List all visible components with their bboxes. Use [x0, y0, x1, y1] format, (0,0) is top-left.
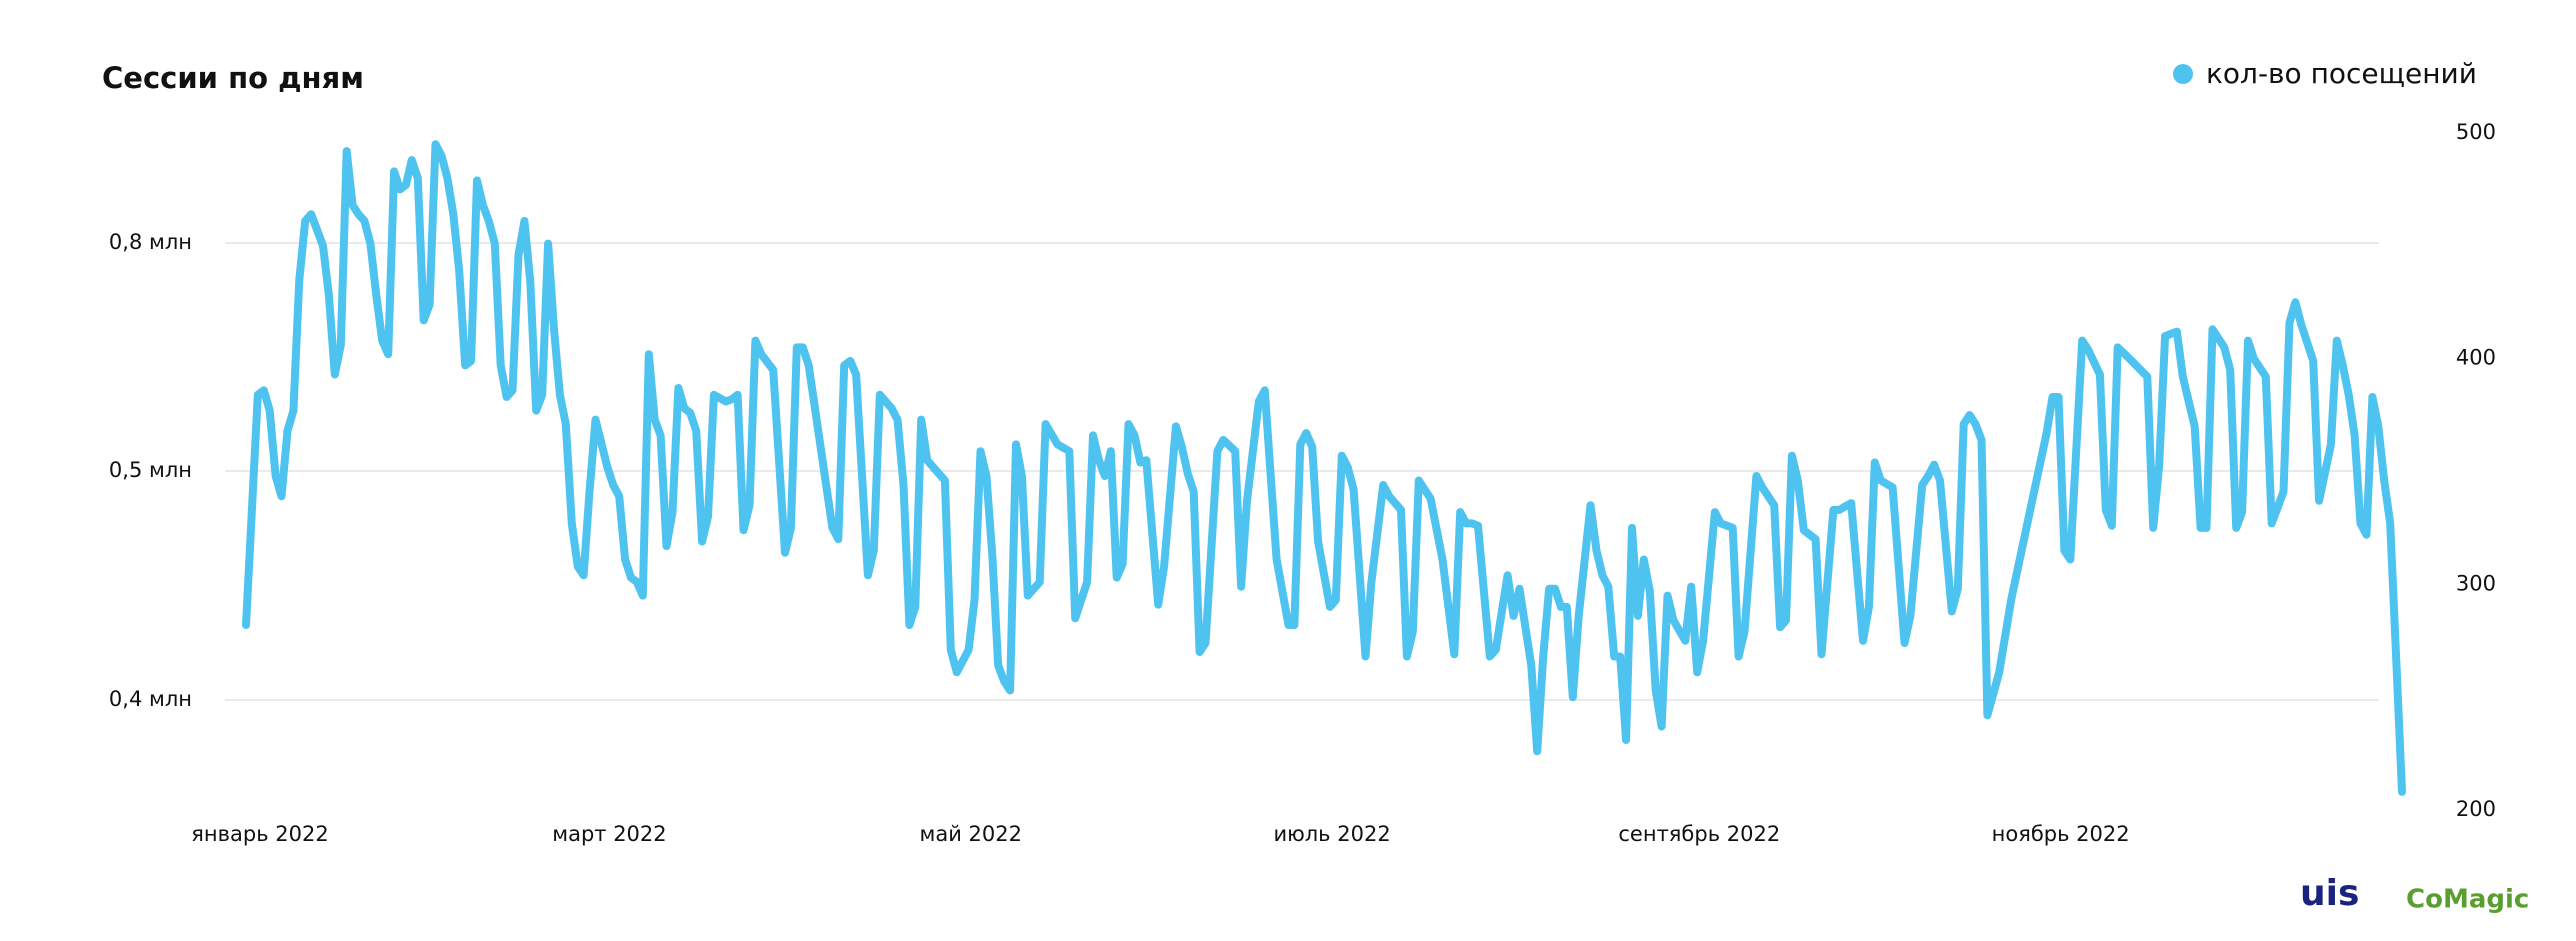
- x-tick-label: июль 2022: [1273, 822, 1390, 846]
- series-line: [242, 140, 2406, 796]
- y2-tick-label: 400: [2456, 346, 2496, 370]
- x-tick-label: ноябрь 2022: [1992, 822, 2130, 846]
- y-tick-label: 0,8 млн: [109, 230, 192, 254]
- legend-marker: [2173, 64, 2193, 84]
- y2-tick-label: 300: [2456, 571, 2496, 595]
- y-tick-label: 0,5 млн: [109, 458, 192, 482]
- x-tick-label: май 2022: [920, 822, 1022, 846]
- legend: кол-во посещений: [2173, 57, 2477, 90]
- logo-comagic: CoMagic: [2406, 885, 2529, 915]
- legend-label: кол-во посещений: [2206, 57, 2477, 90]
- chart-title: Сессии по дням: [102, 61, 364, 95]
- y2-tick-label: 500: [2456, 120, 2496, 144]
- x-tick-label: март 2022: [552, 822, 666, 846]
- y2-tick-label: 200: [2456, 797, 2496, 821]
- x-tick-label: январь 2022: [191, 822, 328, 846]
- logo-uis: uis: [2300, 873, 2359, 914]
- y-tick-label: 0,4 млн: [109, 687, 192, 711]
- x-tick-label: сентябрь 2022: [1618, 822, 1780, 846]
